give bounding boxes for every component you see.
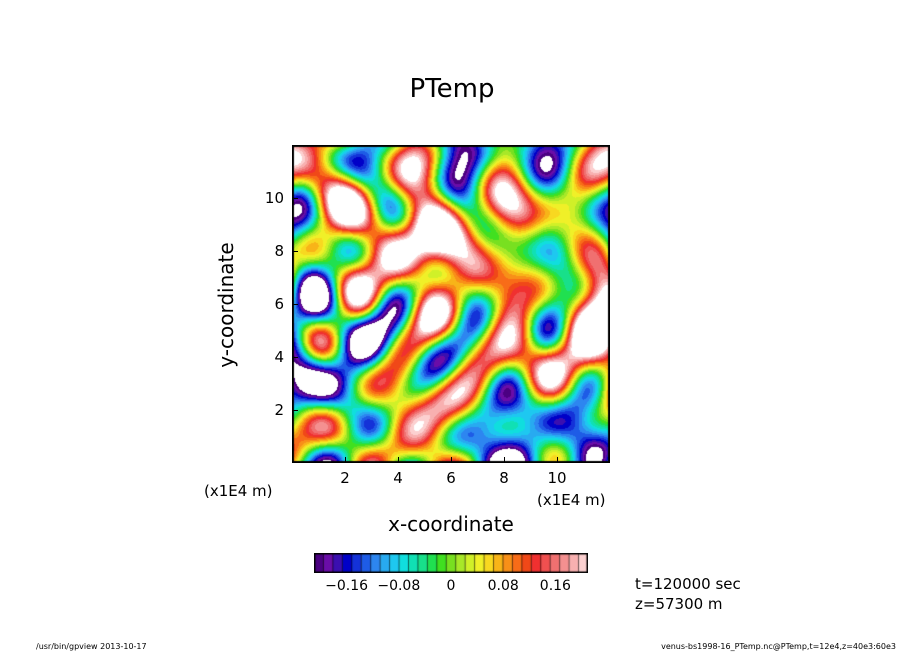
y-tick-label: 2 [274, 401, 284, 419]
y-tick-label: 4 [274, 348, 284, 366]
y-tick-mark [292, 356, 298, 358]
height-annotation: z=57300 m [635, 595, 723, 613]
x-tick-mark [556, 457, 558, 463]
x-tick-mark [450, 457, 452, 463]
footer-program-info: /usr/bin/gpview 2013-10-17 [36, 642, 147, 651]
y-tick-label: 8 [274, 242, 284, 260]
chart-title: PTemp [409, 74, 495, 104]
x-tick-label: 8 [499, 469, 509, 487]
x-tick-label: 4 [393, 469, 403, 487]
y-tick-mark [292, 197, 298, 199]
y-axis-unit: (x1E4 m) [204, 482, 273, 500]
footer-file-info: venus-bs1998-16_PTemp.nc@PTemp,t=12e4,z=… [661, 642, 896, 651]
x-tick-label: 10 [547, 469, 567, 487]
x-tick-mark [397, 457, 399, 463]
y-tick-label: 6 [274, 295, 284, 313]
colorbar [314, 553, 588, 573]
x-tick-mark [344, 457, 346, 463]
y-axis-label: y-coordinate [214, 242, 238, 368]
colorbar-tick-label: −0.08 [377, 578, 421, 594]
heatmap-plot-area [292, 145, 610, 463]
colorbar-tick-label: 0.16 [539, 578, 571, 594]
x-axis-label: x-coordinate [388, 512, 514, 536]
colorbar-tick-label: −0.16 [325, 578, 369, 594]
y-tick-mark [292, 409, 298, 411]
y-tick-mark [292, 250, 298, 252]
x-tick-label: 6 [446, 469, 456, 487]
y-tick-mark [292, 303, 298, 305]
time-annotation: t=120000 sec [635, 575, 741, 593]
y-tick-label: 10 [264, 189, 284, 207]
colorbar-tick-label: 0.08 [487, 578, 519, 594]
x-tick-label: 2 [340, 469, 350, 487]
x-axis-unit: (x1E4 m) [537, 491, 606, 509]
x-tick-mark [503, 457, 505, 463]
colorbar-tick-label: 0 [446, 578, 456, 594]
